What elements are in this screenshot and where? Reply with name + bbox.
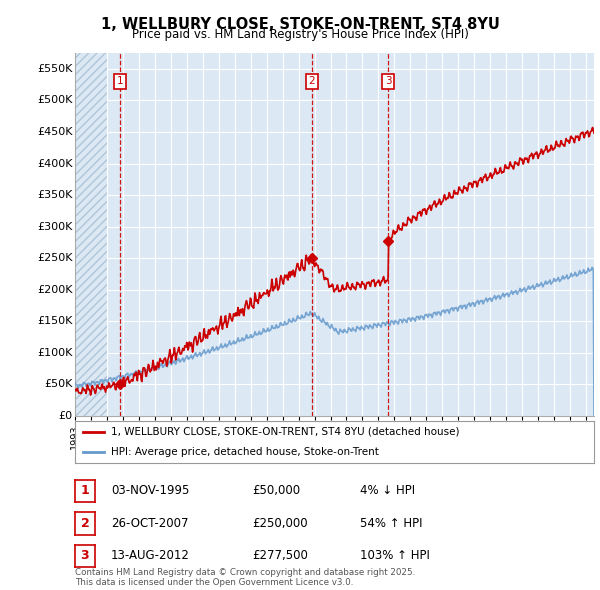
Text: £250,000: £250,000 bbox=[252, 517, 308, 530]
Text: 2: 2 bbox=[80, 517, 89, 530]
Text: £500K: £500K bbox=[37, 96, 73, 106]
Text: £150K: £150K bbox=[37, 316, 73, 326]
Text: 03-NOV-1995: 03-NOV-1995 bbox=[111, 484, 190, 497]
Text: £550K: £550K bbox=[37, 64, 73, 74]
Text: £300K: £300K bbox=[37, 222, 73, 232]
Text: £277,500: £277,500 bbox=[252, 549, 308, 562]
Text: £350K: £350K bbox=[37, 190, 73, 200]
Text: 54% ↑ HPI: 54% ↑ HPI bbox=[360, 517, 422, 530]
Text: Contains HM Land Registry data © Crown copyright and database right 2025.
This d: Contains HM Land Registry data © Crown c… bbox=[75, 568, 415, 587]
Text: £50K: £50K bbox=[44, 379, 73, 389]
Text: 13-AUG-2012: 13-AUG-2012 bbox=[111, 549, 190, 562]
Text: £450K: £450K bbox=[37, 127, 73, 137]
Text: 103% ↑ HPI: 103% ↑ HPI bbox=[360, 549, 430, 562]
Text: 3: 3 bbox=[385, 77, 392, 87]
Text: £50,000: £50,000 bbox=[252, 484, 300, 497]
Text: 1, WELLBURY CLOSE, STOKE-ON-TRENT, ST4 8YU (detached house): 1, WELLBURY CLOSE, STOKE-ON-TRENT, ST4 8… bbox=[112, 427, 460, 437]
Text: 1: 1 bbox=[117, 77, 124, 87]
Text: 1: 1 bbox=[80, 484, 89, 497]
Text: £400K: £400K bbox=[37, 159, 73, 169]
Text: £200K: £200K bbox=[37, 285, 73, 295]
Text: 4% ↓ HPI: 4% ↓ HPI bbox=[360, 484, 415, 497]
Text: 26-OCT-2007: 26-OCT-2007 bbox=[111, 517, 188, 530]
Text: £0: £0 bbox=[58, 411, 73, 421]
Text: HPI: Average price, detached house, Stoke-on-Trent: HPI: Average price, detached house, Stok… bbox=[112, 447, 379, 457]
Text: 1, WELLBURY CLOSE, STOKE-ON-TRENT, ST4 8YU: 1, WELLBURY CLOSE, STOKE-ON-TRENT, ST4 8… bbox=[101, 17, 499, 31]
Text: £100K: £100K bbox=[37, 348, 73, 358]
Text: Price paid vs. HM Land Registry's House Price Index (HPI): Price paid vs. HM Land Registry's House … bbox=[131, 28, 469, 41]
Text: 3: 3 bbox=[80, 549, 89, 562]
Text: 2: 2 bbox=[308, 77, 315, 87]
Text: £250K: £250K bbox=[37, 253, 73, 263]
